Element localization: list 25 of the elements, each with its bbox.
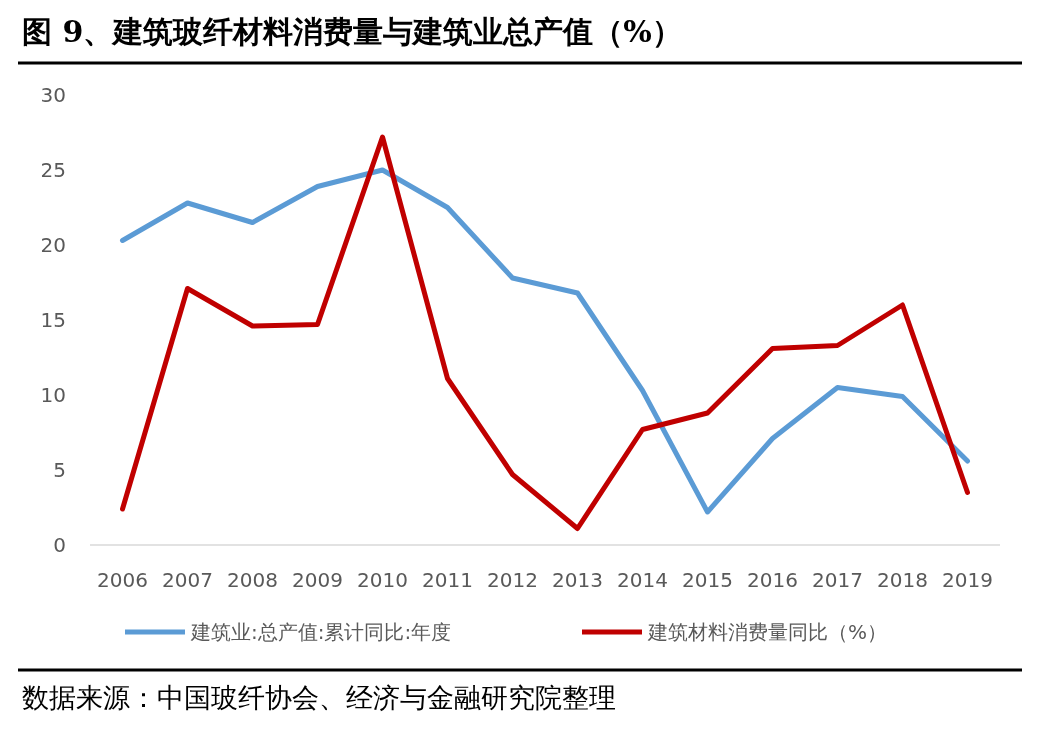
y-tick-label: 15 (40, 308, 66, 332)
x-tick-label: 2013 (552, 568, 603, 592)
legend-label: 建筑材料消费量同比（%） (647, 620, 888, 644)
y-tick-label: 25 (40, 158, 66, 182)
x-tick-label: 2010 (357, 568, 408, 592)
y-tick-label: 20 (40, 233, 66, 257)
x-tick-label: 2007 (162, 568, 213, 592)
chart-title: 图 9、建筑玻纤材料消费量与建筑业总产值（%） (22, 14, 682, 49)
x-tick-label: 2009 (292, 568, 343, 592)
x-tick-label: 2018 (877, 568, 928, 592)
x-tick-label: 2014 (617, 568, 668, 592)
x-tick-label: 2016 (747, 568, 798, 592)
x-tick-label: 2012 (487, 568, 538, 592)
x-tick-label: 2019 (942, 568, 993, 592)
source-note: 数据来源：中国玻纤协会、经济与金融研究院整理 (22, 682, 616, 713)
x-tick-label: 2015 (682, 568, 733, 592)
x-tick-label: 2017 (812, 568, 863, 592)
x-tick-label: 2011 (422, 568, 473, 592)
x-tick-label: 2006 (97, 568, 148, 592)
x-tick-label: 2008 (227, 568, 278, 592)
y-tick-label: 30 (40, 83, 66, 107)
y-tick-label: 10 (40, 383, 66, 407)
y-tick-label: 0 (53, 533, 66, 557)
y-tick-label: 5 (53, 458, 66, 482)
legend-label: 建筑业:总产值:累计同比:年度 (190, 620, 452, 644)
